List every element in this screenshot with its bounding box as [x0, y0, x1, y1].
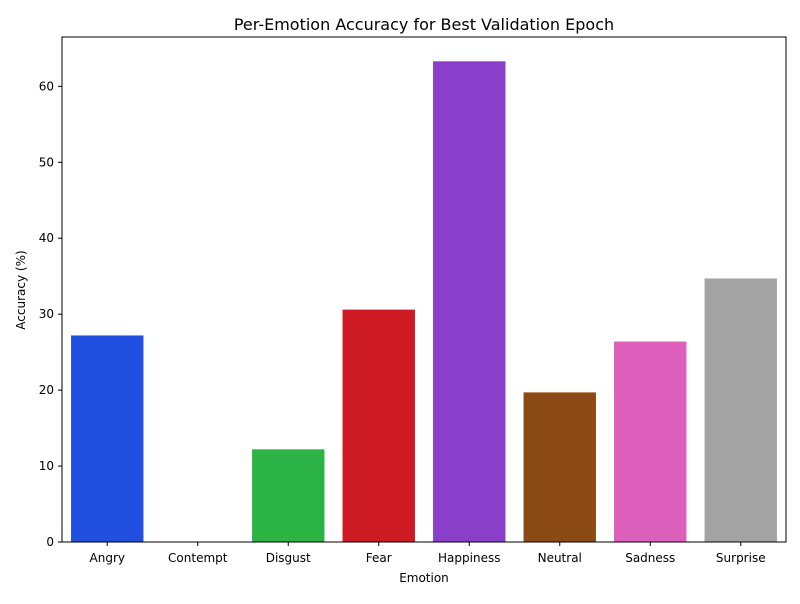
x-axis-ticks: Angry Contempt Disgust Fear Happiness Neutral… [90, 542, 766, 565]
x-axis-label: Emotion [399, 571, 449, 585]
x-tick-label: Sadness [625, 551, 675, 565]
chart-title: Per-Emotion Accuracy for Best Validation… [234, 15, 614, 34]
plot-frame [61, 36, 787, 543]
x-tick-label: Neutral [538, 551, 582, 565]
bar-sadness [614, 341, 687, 542]
bars-group [71, 61, 777, 542]
bar-angry [71, 335, 144, 542]
y-tick-label: 50 [39, 155, 54, 169]
bar-neutral [523, 392, 596, 542]
bar-surprise [704, 278, 777, 542]
y-tick-label: 10 [39, 459, 54, 473]
bar-fear [342, 309, 415, 542]
y-axis-ticks: 0 10 20 30 40 50 60 [39, 79, 62, 549]
y-tick-label: 60 [39, 79, 54, 93]
y-tick-label: 30 [39, 307, 54, 321]
x-tick-label: Disgust [266, 551, 311, 565]
x-tick-label: Happiness [438, 551, 500, 565]
y-tick-label: 20 [39, 383, 54, 397]
x-tick-label: Surprise [716, 551, 766, 565]
y-tick-label: 0 [46, 535, 54, 549]
y-axis-label: Accuracy (%) [14, 250, 28, 329]
bar-disgust [252, 449, 325, 542]
y-tick-label: 40 [39, 231, 54, 245]
x-tick-label: Fear [366, 551, 392, 565]
x-tick-label: Contempt [168, 551, 228, 565]
x-tick-label: Angry [90, 551, 125, 565]
bar-happiness [433, 61, 506, 542]
